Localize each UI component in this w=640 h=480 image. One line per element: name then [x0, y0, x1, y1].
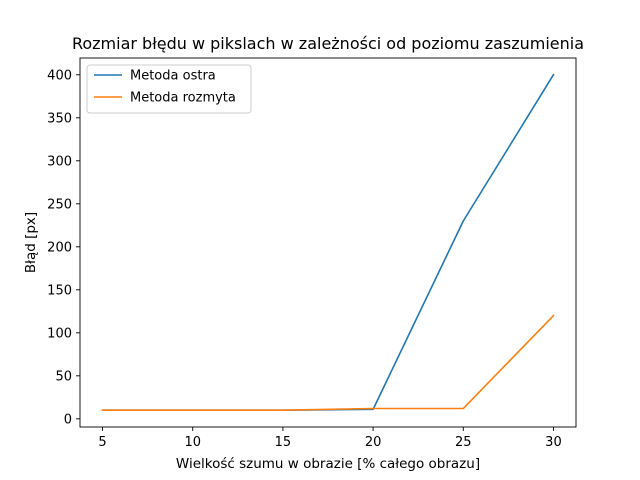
y-tick-label: 100	[47, 326, 72, 341]
x-tick-label: 10	[184, 435, 201, 450]
legend: Metoda ostra Metoda rozmyta	[86, 64, 252, 114]
x-axis-label: Wielkość szumu w obrazie [% całego obraz…	[176, 456, 480, 472]
y-tick-label: 150	[47, 283, 72, 298]
y-tick-label: 400	[47, 68, 72, 83]
y-tick-label: 200	[47, 240, 72, 255]
legend-label-1: Metoda ostra	[130, 69, 216, 84]
y-tick-label: 250	[47, 197, 72, 212]
y-axis-ticks: 0 50 100 150 200 250 300 350 400	[47, 68, 80, 427]
y-tick-label: 0	[64, 412, 72, 427]
y-tick-label: 50	[55, 369, 72, 384]
y-axis-label: Błąd [px]	[23, 212, 39, 273]
legend-box	[86, 64, 252, 114]
plot-area	[80, 58, 576, 427]
y-tick-label: 300	[47, 154, 72, 169]
series-layer	[101, 73, 555, 412]
x-tick-label: 15	[275, 435, 292, 450]
x-axis-ticks: 5 10 15 20 25 30	[98, 427, 562, 450]
x-tick-label: 25	[455, 435, 472, 450]
series-line-2	[101, 314, 555, 412]
chart-title: Rozmiar błędu w pikslach w zależności od…	[72, 34, 584, 53]
x-tick-label: 30	[545, 435, 562, 450]
plot-frame	[79, 57, 577, 428]
x-tick-label: 20	[365, 435, 382, 450]
y-tick-label: 350	[47, 111, 72, 126]
x-tick-label: 5	[98, 435, 106, 450]
legend-label-2: Metoda rozmyta	[130, 91, 236, 106]
